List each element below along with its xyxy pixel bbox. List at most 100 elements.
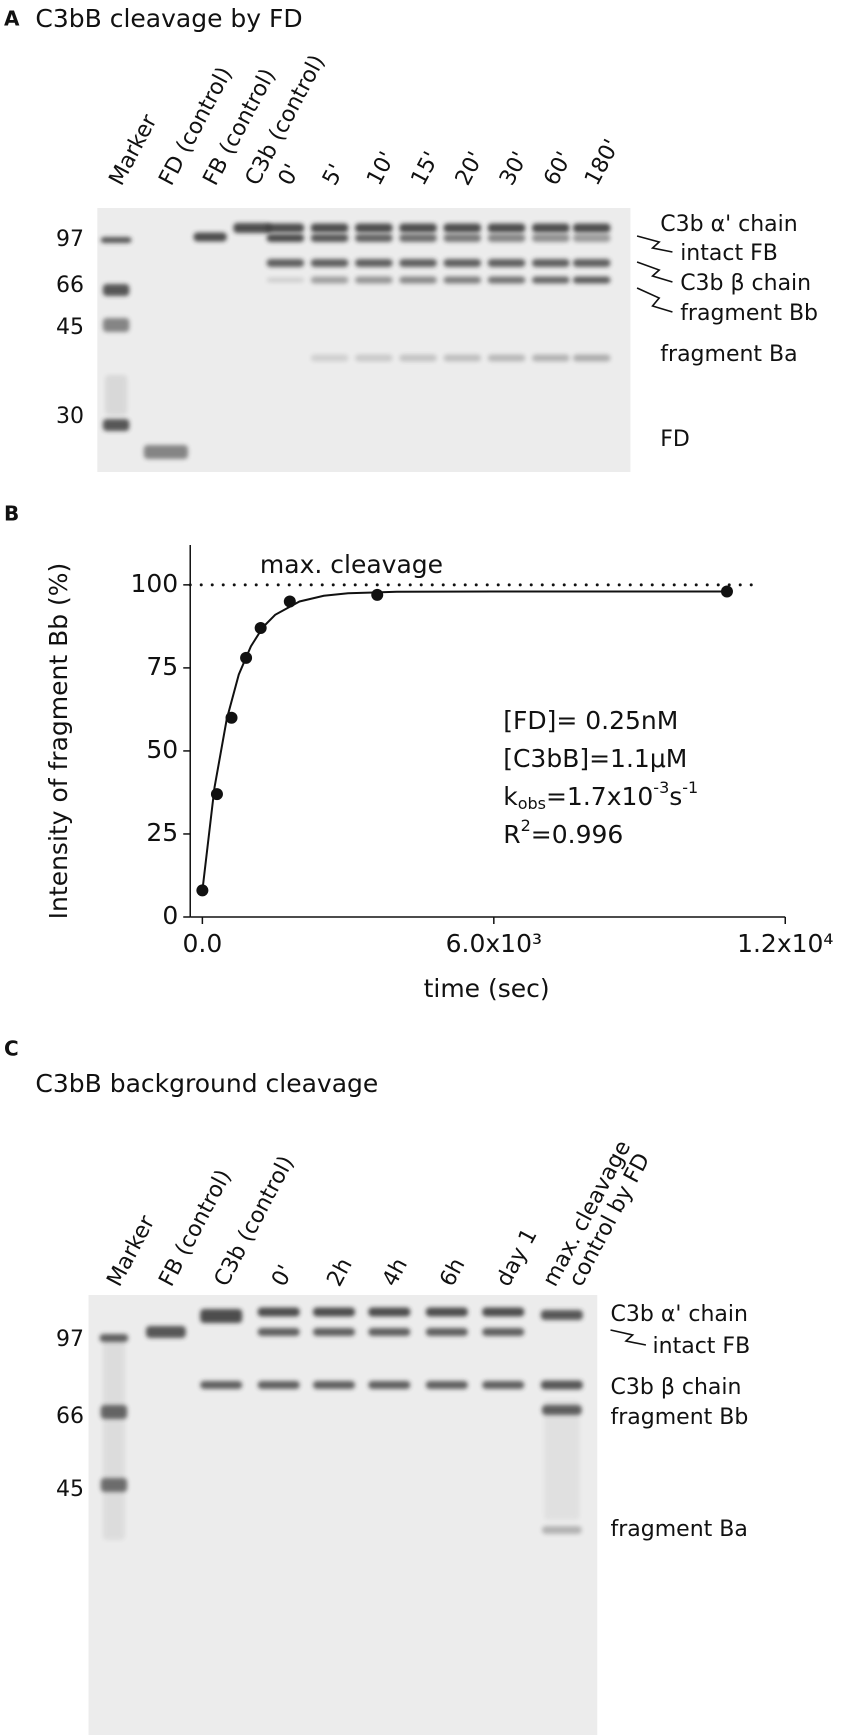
gel-band (425, 1381, 468, 1389)
gel-band (572, 276, 611, 284)
data-point (720, 585, 733, 598)
lane-label: 5' (318, 160, 349, 189)
gel-band (399, 354, 437, 362)
gel-band (355, 259, 393, 267)
gel-band (368, 1381, 411, 1389)
panel-label: B (4, 502, 19, 526)
arrow (636, 287, 673, 313)
gel-band (257, 1381, 300, 1389)
gel-band (487, 354, 526, 362)
panel-label: C (4, 1037, 19, 1061)
arrow (636, 235, 673, 253)
x-tick-label: 1.2x10⁴ (737, 929, 833, 958)
lane-label: 0' (274, 160, 305, 189)
gel-background (97, 208, 631, 472)
gel-band (355, 234, 393, 242)
gel-band (355, 223, 393, 233)
data-point (240, 651, 253, 664)
band-label: fragment Ba (660, 342, 797, 367)
gel-band (193, 232, 227, 242)
band-label: C3b α' chain (660, 212, 797, 237)
gel-band (355, 276, 393, 284)
gel-band (310, 234, 349, 242)
gel-band (399, 223, 437, 233)
y-tick-label: 0 (162, 901, 178, 930)
gel-band (257, 1307, 300, 1317)
band-label: intact FB (680, 241, 778, 266)
annotation-part: obs (518, 794, 546, 813)
band-label: fragment Bb (680, 301, 818, 326)
lane-label: 180' (580, 135, 625, 189)
gel-band (572, 354, 611, 362)
data-point (283, 595, 296, 608)
gel-band (266, 259, 305, 267)
marker-label: 45 (56, 1477, 84, 1502)
annotation-part: [C3bB]=1.1μM (503, 744, 687, 773)
gel-band (310, 223, 349, 233)
gel-band (540, 1310, 583, 1320)
gel-band (572, 259, 611, 267)
gel-band (399, 276, 437, 284)
gel-band (310, 354, 349, 362)
lane-label: 6h (435, 1254, 470, 1290)
gel-band (540, 1380, 583, 1390)
marker-label: 97 (56, 1327, 84, 1352)
gel-band (399, 234, 437, 242)
annotation-part: k (503, 782, 518, 811)
gel-band (266, 234, 305, 242)
gel-band (443, 354, 482, 362)
gel-band (257, 1328, 300, 1336)
gel-band (368, 1328, 411, 1336)
gel-band (487, 223, 526, 233)
gel-band (531, 234, 570, 242)
gel-title: C3bB cleavage by FD (35, 4, 302, 33)
gel-band (355, 354, 393, 362)
data-point (371, 588, 384, 601)
gel-band (399, 259, 437, 267)
lane-label: 60' (539, 148, 577, 190)
gel-band (99, 1334, 129, 1342)
gel-band (531, 276, 570, 284)
gel-band (572, 223, 611, 233)
annotation: R2=0.996 (503, 816, 623, 850)
gel-band (572, 234, 611, 242)
fit-curve (201, 590, 727, 891)
y-tick-label: 75 (146, 652, 178, 681)
gel-background (88, 1295, 598, 1735)
band-label: C3b α' chain (611, 1302, 748, 1327)
gel-band (443, 259, 482, 267)
gel-band (482, 1307, 525, 1317)
annotation-part: =0.996 (531, 820, 624, 849)
gel-band (312, 1328, 356, 1336)
lane-label: Marker (102, 1211, 160, 1291)
data-point (196, 884, 209, 897)
gel-band (200, 1381, 243, 1389)
reference-label: max. cleavage (260, 550, 443, 579)
x-axis-label: time (sec) (424, 974, 550, 1003)
gel-band (531, 223, 570, 233)
lane-label: 20' (451, 148, 489, 190)
gel-band (425, 1328, 468, 1336)
marker-label: 66 (56, 1404, 84, 1429)
y-axis-label: Intensity of fragment Bb (%) (44, 563, 73, 920)
gel-band (310, 259, 349, 267)
arrow (610, 1329, 647, 1346)
band-label: intact FB (653, 1334, 751, 1359)
gel-band (541, 1526, 582, 1534)
annotation-part: -3 (653, 778, 669, 797)
lane-label: 10' (362, 148, 400, 190)
lane-label: day 1 (492, 1225, 543, 1291)
gel-band (266, 223, 305, 233)
band-label: C3b β chain (680, 271, 811, 296)
gel-band (145, 1326, 186, 1338)
gel-band (312, 1381, 356, 1389)
gel-band (487, 234, 526, 242)
gel-band (531, 354, 570, 362)
annotation-part: =1.7x10 (546, 782, 653, 811)
annotation: [FD]= 0.25nM (503, 706, 678, 735)
lane-label: 0' (267, 1261, 298, 1290)
band-label: fragment Bb (611, 1405, 749, 1430)
data-point (254, 622, 267, 635)
x-tick-label: 6.0x10³ (446, 929, 542, 958)
band-label: fragment Ba (611, 1517, 748, 1542)
